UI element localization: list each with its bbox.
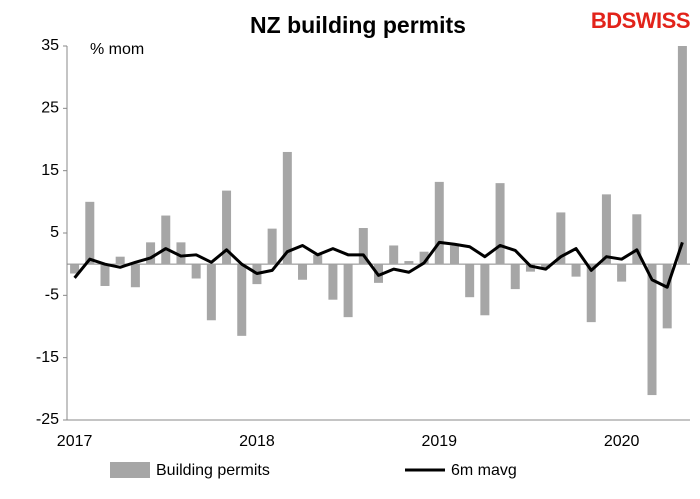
bar xyxy=(176,242,186,265)
y-tick-label: 35 xyxy=(41,37,59,54)
bar xyxy=(495,183,505,265)
bar xyxy=(677,46,687,265)
bar xyxy=(222,190,232,265)
bar xyxy=(328,264,338,300)
bar xyxy=(510,264,520,290)
bar xyxy=(100,264,110,286)
bar xyxy=(525,264,535,272)
bar xyxy=(586,264,596,323)
x-tick-label: 2019 xyxy=(421,433,457,450)
bar xyxy=(662,264,672,329)
bar xyxy=(556,212,566,265)
bar xyxy=(449,245,459,265)
bar xyxy=(571,264,581,277)
x-tick-label: 2017 xyxy=(57,433,93,450)
bar xyxy=(146,242,156,265)
bar xyxy=(404,261,414,265)
bar xyxy=(237,264,247,336)
bar xyxy=(358,228,368,265)
y-tick-label: -5 xyxy=(45,287,59,304)
legend-label: 6m mavg xyxy=(451,462,517,479)
bar xyxy=(647,264,657,396)
bar xyxy=(313,254,323,265)
x-tick-label: 2018 xyxy=(239,433,275,450)
y-tick-label: -25 xyxy=(36,411,59,428)
bar xyxy=(298,264,308,280)
bar xyxy=(617,264,627,282)
bar xyxy=(601,194,611,265)
chart-title: NZ building permits xyxy=(250,12,466,38)
bar xyxy=(267,228,277,265)
bar xyxy=(206,264,216,321)
bar xyxy=(130,264,140,288)
logo: BDSWISS xyxy=(591,8,690,33)
bar xyxy=(465,264,475,298)
y-tick-label: 25 xyxy=(41,100,59,117)
bar xyxy=(282,151,292,265)
legend-swatch xyxy=(110,462,150,478)
bar xyxy=(343,264,353,318)
legend-label: Building permits xyxy=(156,462,270,479)
bar xyxy=(85,201,95,265)
bar xyxy=(161,215,171,265)
bar xyxy=(541,264,551,269)
bar xyxy=(191,264,201,279)
x-tick-label: 2020 xyxy=(604,433,640,450)
y-tick-label: -15 xyxy=(36,349,59,366)
bar xyxy=(115,256,125,265)
bar xyxy=(434,181,444,265)
bar xyxy=(70,264,80,274)
y-tick-label: 15 xyxy=(41,162,59,179)
unit-label: % mom xyxy=(90,41,144,58)
y-tick-label: 5 xyxy=(50,224,59,241)
bar xyxy=(480,264,490,316)
bar xyxy=(632,214,642,265)
bar xyxy=(419,251,429,265)
bar xyxy=(389,245,399,265)
line xyxy=(73,240,684,289)
